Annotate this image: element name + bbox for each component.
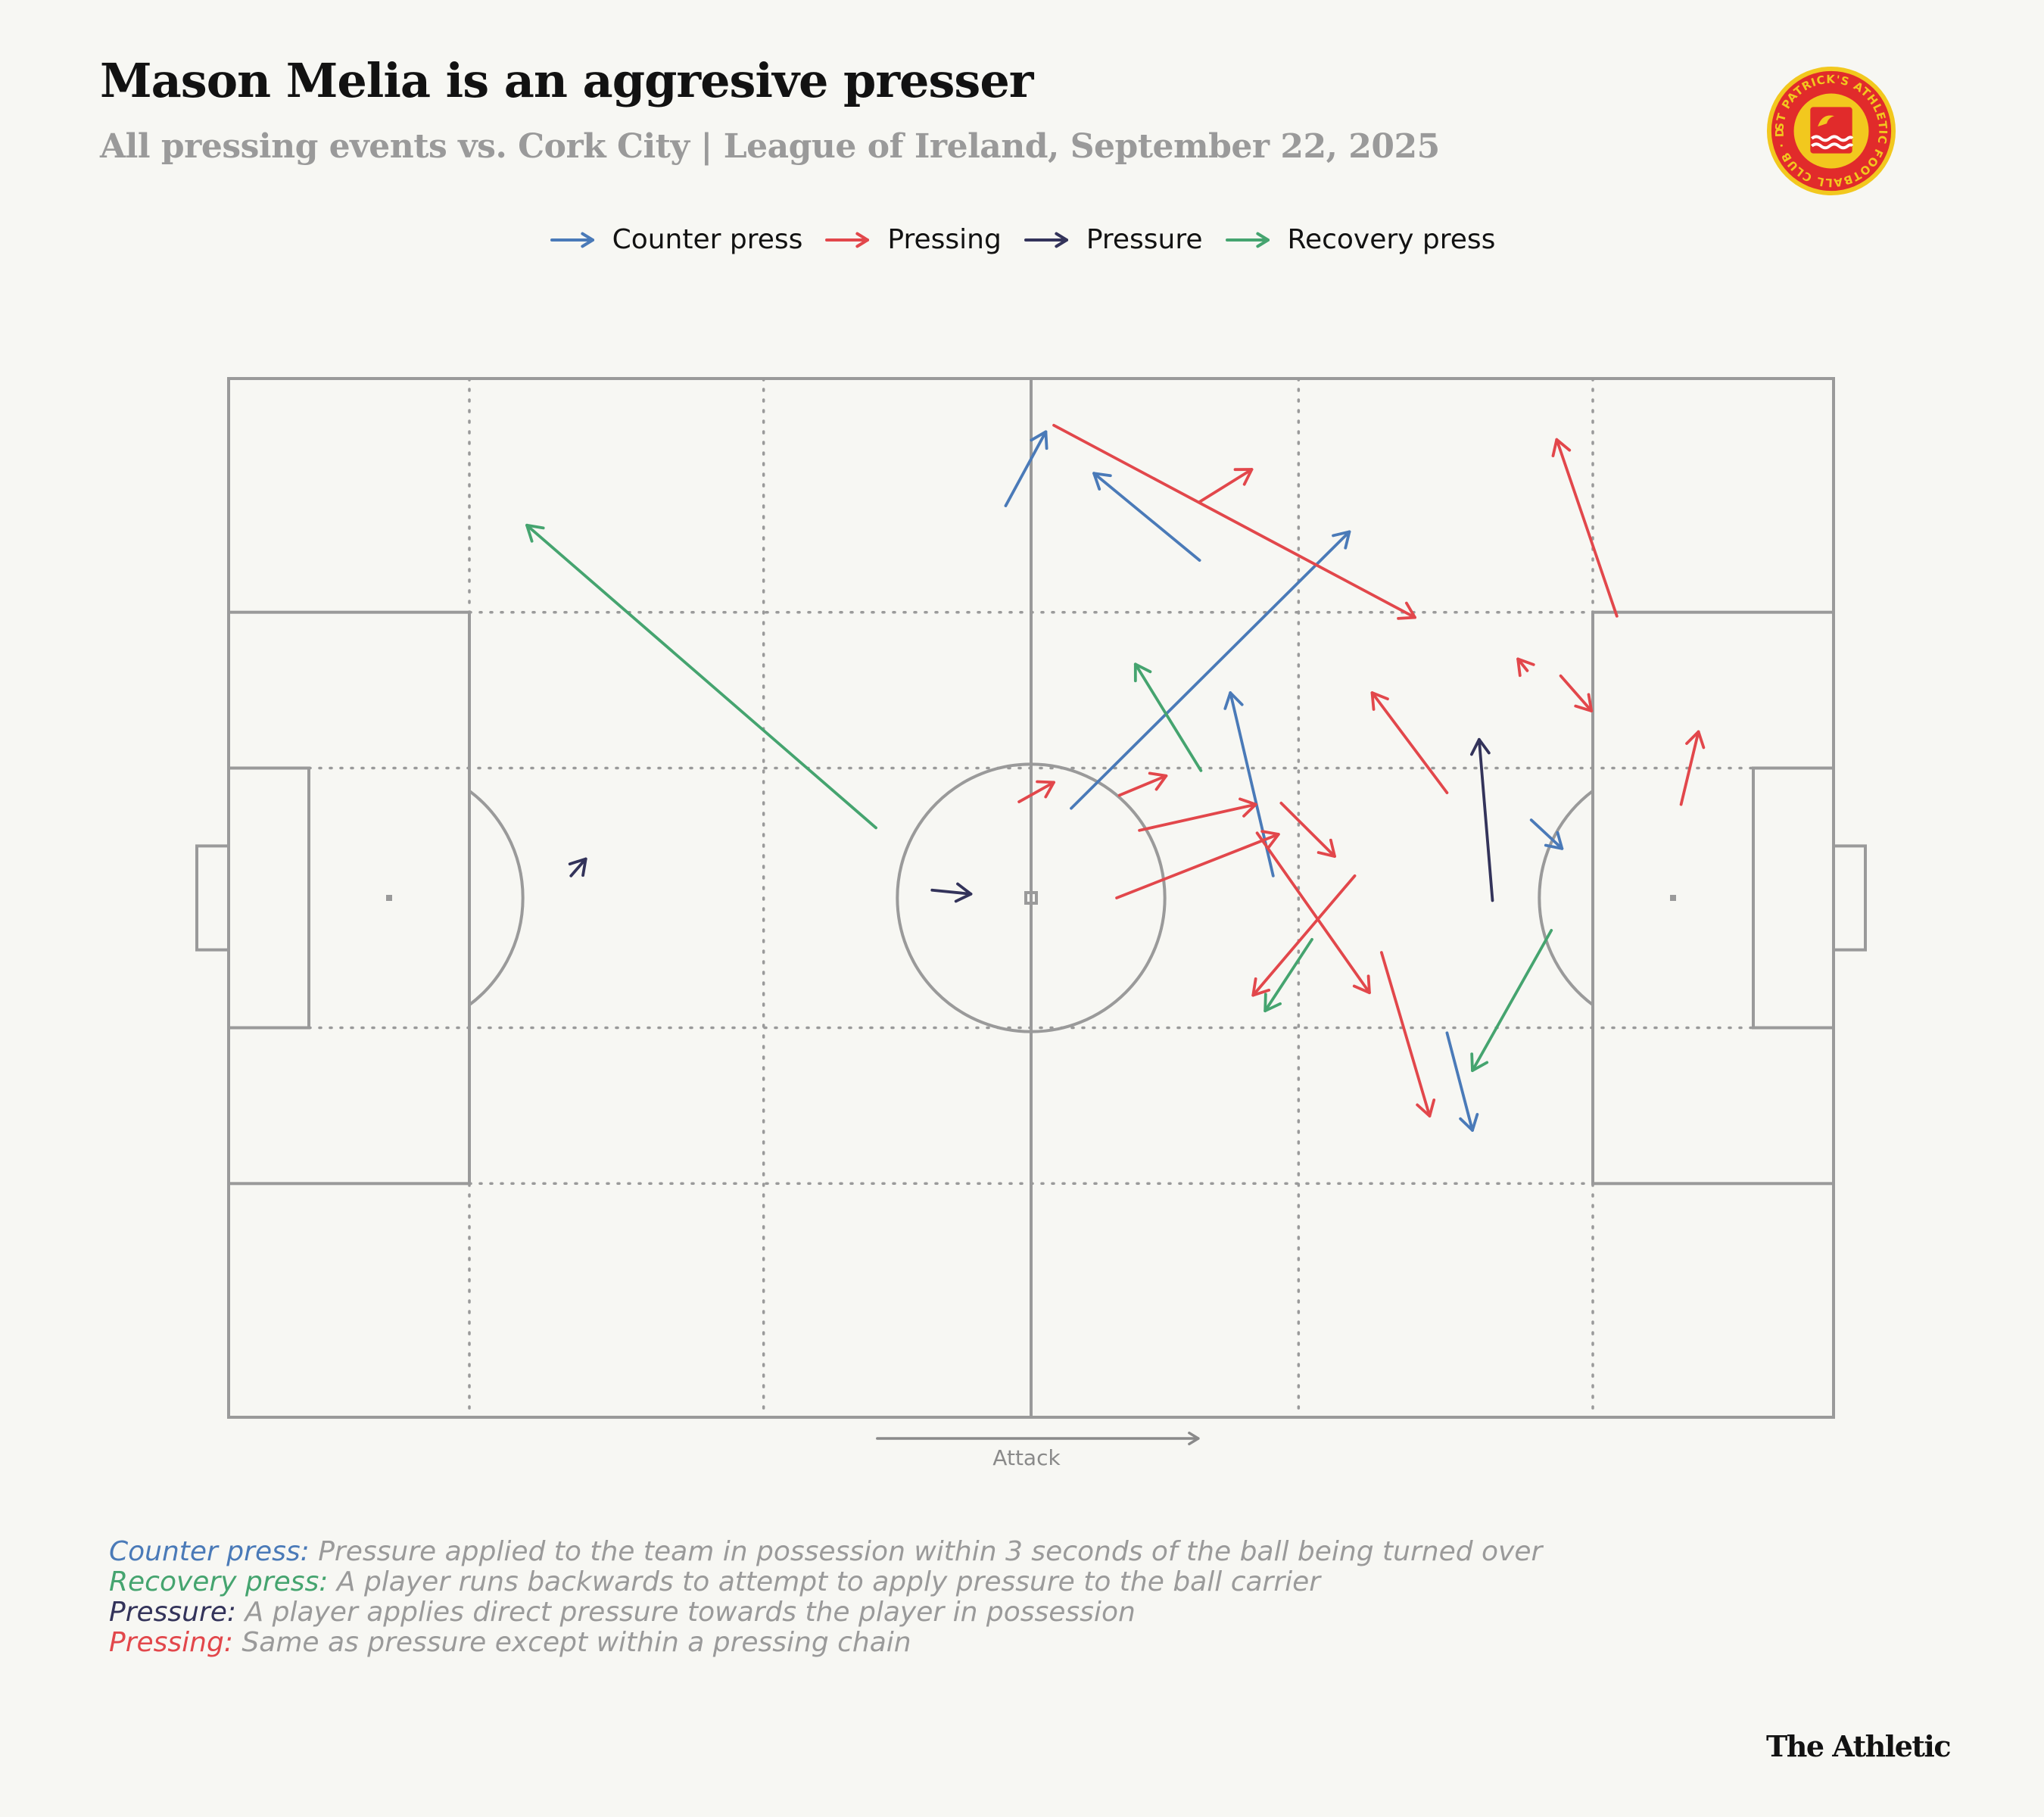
pressing-arrow — [1559, 674, 1594, 712]
counter-press-arrow — [1092, 472, 1201, 563]
attack-direction-arrow — [876, 1431, 1200, 1446]
definition-term: Pressing: — [109, 1627, 233, 1658]
recovery-press-arrow — [1470, 928, 1553, 1072]
arrow-icon — [1225, 232, 1270, 248]
definition-text: Same as pressure except within a pressin… — [232, 1627, 911, 1658]
pressing-arrow — [1516, 657, 1535, 678]
pressing-arrow — [1115, 830, 1280, 899]
pressing-arrow — [1052, 423, 1416, 620]
pressing-arrow — [1251, 874, 1357, 997]
counter-press-arrow — [1529, 818, 1564, 850]
pressing-arrow — [1117, 771, 1168, 797]
legend-label: Counter press — [612, 224, 803, 255]
counter-press-arrow — [1445, 1031, 1479, 1132]
right-penalty-area — [1591, 610, 1835, 1186]
right-goal — [1832, 844, 1867, 952]
pressing-arrow — [1198, 468, 1254, 503]
chart-legend: Counter press Pressing Pressure Recovery… — [0, 224, 2044, 255]
counter-press-arrow — [1070, 530, 1351, 810]
counter-press-arrow — [1223, 691, 1275, 877]
right-six-yard-box — [1752, 766, 1835, 1030]
publisher-logo: The Athletic — [1765, 1729, 1952, 1763]
legend-item-recovery-press: Recovery press — [1224, 224, 1496, 255]
legend-item-counter-press: Counter press — [549, 224, 803, 255]
definition-text: A player applies direct pressure towards… — [236, 1597, 1136, 1628]
center-circle — [896, 762, 1167, 1033]
recovery-press-arrow — [1263, 937, 1313, 1013]
left-goal — [195, 844, 230, 952]
legend-item-pressure: Pressure — [1023, 224, 1203, 255]
definition-term: Pressure: — [109, 1597, 237, 1628]
left-penalty-arc — [468, 790, 525, 1006]
club-crest-logo: ST PATRICK'S ATHLETIC FOOTBALL CLUB · DU… — [1764, 64, 1896, 196]
pressing-arrow — [1138, 797, 1257, 832]
pressing-arrow — [1255, 831, 1371, 995]
left-penalty-area — [227, 610, 471, 1186]
pressing-arrow — [1370, 691, 1449, 794]
pressure-arrow — [1470, 737, 1494, 902]
recovery-press-arrow — [1133, 662, 1203, 772]
chart-subtitle: All pressing events vs. Cork City | Leag… — [100, 127, 1440, 166]
recovery-press-arrow — [525, 523, 877, 830]
right-penalty-spot — [1670, 895, 1676, 901]
pressure-arrow — [568, 857, 587, 877]
pressing-arrow — [1379, 951, 1436, 1118]
legend-item-pressing: Pressing — [824, 224, 1002, 255]
definition-text: Pressure applied to the team in possessi… — [309, 1536, 1543, 1567]
legend-label: Recovery press — [1287, 224, 1496, 255]
pitch-plot: Attack — [195, 377, 1867, 1470]
definitions-block: Counter press: Pressure applied to the t… — [109, 1537, 1542, 1658]
attack-direction-indicator — [876, 1431, 1200, 1446]
legend-label: Pressure — [1086, 224, 1203, 255]
definition-counter-press: Counter press: Pressure applied to the t… — [109, 1537, 1542, 1567]
left-six-yard-box — [227, 766, 310, 1030]
arrow-icon — [825, 232, 870, 248]
arrow-icon — [1024, 232, 1068, 248]
pressure-arrow — [930, 882, 973, 903]
pressing-event-arrows — [525, 423, 1706, 1132]
pressing-arrow — [1679, 730, 1706, 806]
right-penalty-arc — [1538, 790, 1594, 1006]
definition-text: A player runs backwards to attempt to ap… — [328, 1566, 1321, 1597]
legend-arrow — [1225, 232, 1270, 248]
pressing-arrow — [1279, 801, 1336, 859]
pressing-arrow — [1551, 438, 1619, 618]
definition-pressing: Pressing: Same as pressure except within… — [109, 1628, 1542, 1658]
definition-term: Recovery press: — [109, 1566, 329, 1597]
pitch-markings — [195, 377, 1867, 1419]
arrow-icon — [550, 232, 594, 248]
left-penalty-spot — [386, 895, 392, 901]
legend-arrow — [1024, 232, 1068, 248]
attack-direction-label: Attack — [992, 1445, 1061, 1470]
counter-press-arrow — [1004, 430, 1048, 507]
legend-arrow — [550, 232, 594, 248]
definition-term: Counter press: — [109, 1536, 310, 1567]
chart-title: Mason Melia is an aggresive presser — [100, 53, 1033, 108]
legend-label: Pressing — [887, 224, 1002, 255]
pressing-arrow — [1017, 780, 1055, 803]
definition-recovery-press: Recovery press: A player runs backwards … — [109, 1567, 1542, 1597]
pitch-zone-lines — [307, 377, 1755, 1419]
definition-pressure: Pressure: A player applies direct pressu… — [109, 1597, 1542, 1628]
legend-arrow — [825, 232, 870, 248]
center-spot — [1024, 891, 1038, 905]
